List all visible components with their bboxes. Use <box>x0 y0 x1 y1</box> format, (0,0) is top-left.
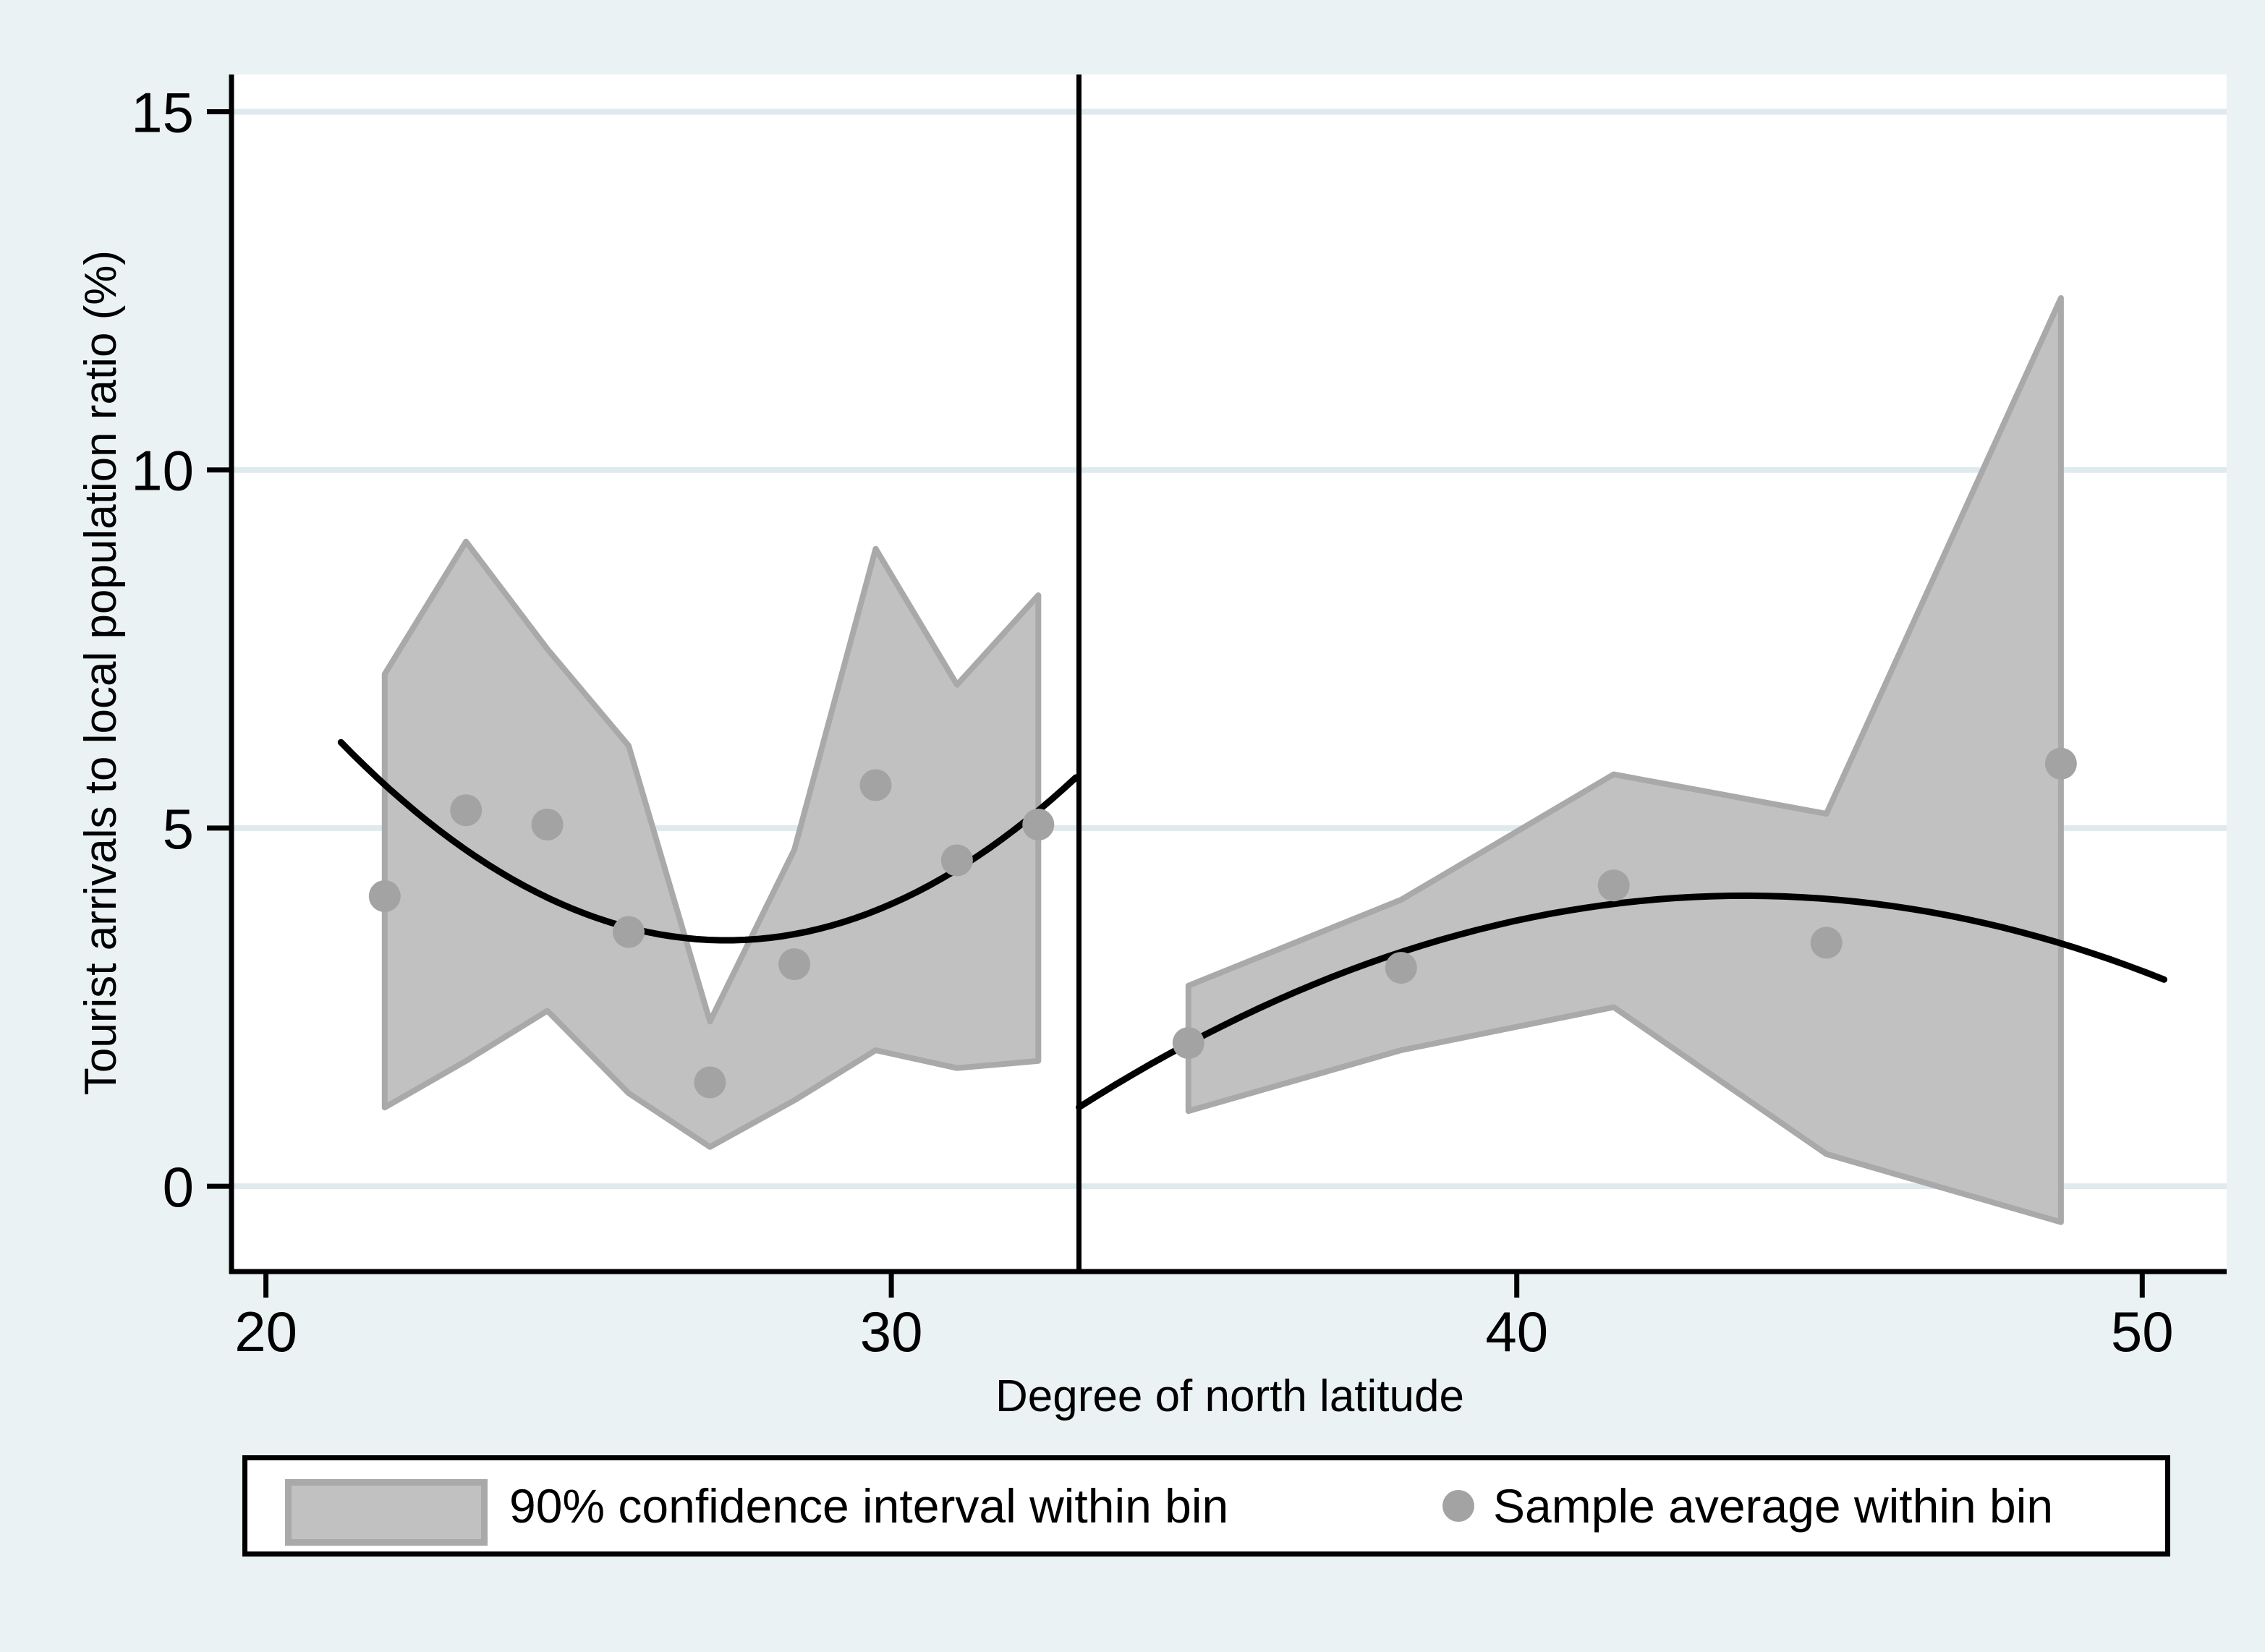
x-tick-label-20: 20 <box>234 1300 297 1363</box>
mean-dot-right-3 <box>1810 927 1843 959</box>
y-tick-label-10: 10 <box>131 439 194 503</box>
mean-dot-right-1 <box>1385 952 1417 984</box>
x-tick-label-40: 40 <box>1485 1300 1548 1363</box>
mean-dot-right-2 <box>1597 869 1630 902</box>
mean-dot-left-2 <box>531 809 564 840</box>
legend-marker-label: Sample average within bin <box>1493 1479 2054 1533</box>
y-tick-label-5: 5 <box>163 797 194 861</box>
y-tick-label-15: 15 <box>131 81 194 145</box>
mean-dot-left-5 <box>778 948 811 981</box>
legend-ci-label: 90% confidence interval within bin <box>509 1479 1229 1533</box>
mean-dot-left-7 <box>940 844 973 877</box>
x-tick-label-30: 30 <box>860 1300 923 1363</box>
mean-dot-left-1 <box>450 794 483 827</box>
legend-marker-dot-icon <box>1442 1490 1474 1522</box>
mean-dot-right-0 <box>1172 1027 1204 1060</box>
mean-dot-left-6 <box>859 769 892 801</box>
mean-dot-left-8 <box>1022 809 1055 840</box>
ci-band-left <box>381 538 1042 1150</box>
y-axis-title: Tourist arrivals to local population rat… <box>76 250 126 1096</box>
x-axis-title: Degree of north latitude <box>995 1371 1464 1421</box>
legend-box: 90% confidence interval within bin Sampl… <box>242 1455 2170 1557</box>
mean-dot-left-4 <box>694 1066 726 1099</box>
mean-dot-left-3 <box>613 916 645 948</box>
mean-dot-left-0 <box>368 880 401 912</box>
y-tick-label-0: 0 <box>163 1155 194 1219</box>
mean-dot-right-4 <box>2044 747 2077 780</box>
x-tick-label-50: 50 <box>2111 1300 2174 1363</box>
legend-ci-swatch <box>285 1479 488 1546</box>
fit-curve-right <box>1076 892 2167 1111</box>
ci-band-right <box>1185 295 2064 1225</box>
